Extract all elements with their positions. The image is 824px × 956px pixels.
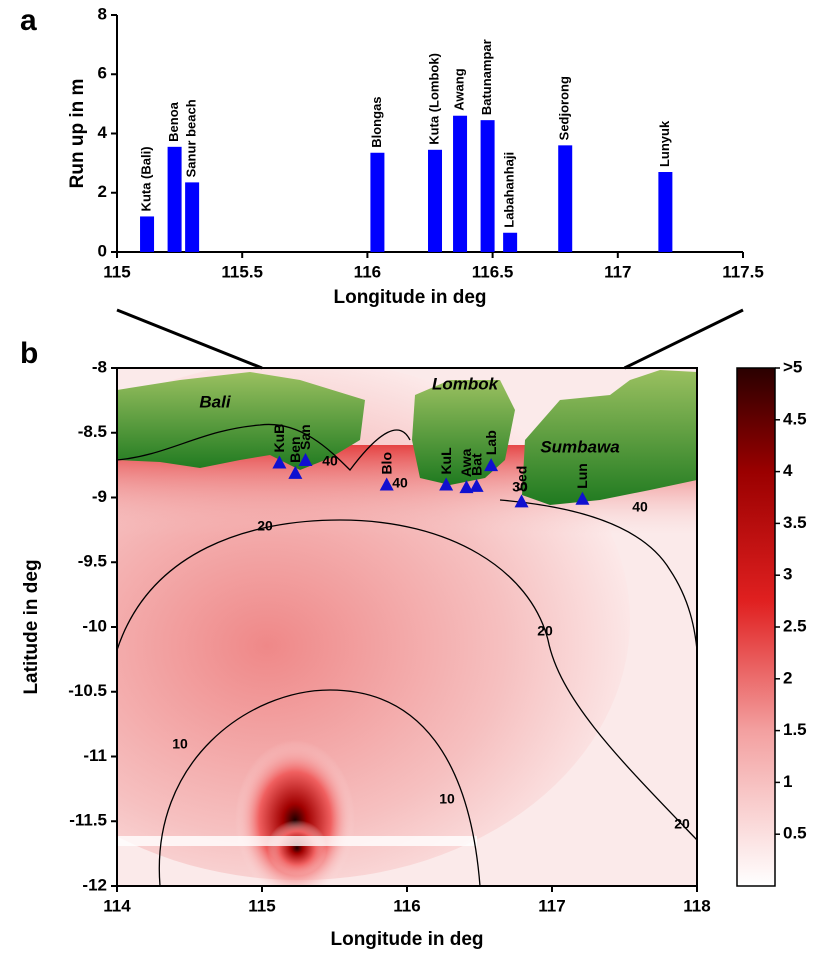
bar bbox=[558, 145, 572, 252]
y-tick-label: -10 bbox=[82, 616, 107, 635]
contour-label: 40 bbox=[392, 475, 408, 491]
colorbar-tick-label: 2 bbox=[783, 668, 792, 687]
contour-label: 40 bbox=[322, 453, 338, 469]
y-tick-label: 2 bbox=[98, 182, 107, 201]
bar bbox=[370, 153, 384, 252]
bar bbox=[481, 120, 495, 252]
colorbar-tick-label: 2.5 bbox=[783, 616, 807, 635]
bar bbox=[503, 233, 517, 252]
bar bbox=[453, 116, 467, 252]
station-label: Ben bbox=[287, 436, 303, 462]
contour-label: 20 bbox=[674, 816, 690, 832]
station-label: Blo bbox=[378, 452, 394, 475]
x-tick-label: 116.5 bbox=[472, 262, 514, 281]
bar-label: Benoa bbox=[166, 101, 181, 142]
y-axis-label: Latitude in deg bbox=[21, 559, 42, 694]
panel-label: b bbox=[20, 337, 38, 370]
colorbar-tick-label: 4.5 bbox=[783, 409, 807, 428]
colorbar-tick-label: >5 bbox=[783, 357, 802, 376]
bar-label: Lunyuk bbox=[657, 120, 672, 167]
x-tick-label: 118 bbox=[683, 896, 710, 915]
x-tick-label: 116 bbox=[393, 896, 420, 915]
x-tick-label: 115.5 bbox=[221, 262, 263, 281]
y-tick-label: -9.5 bbox=[78, 552, 107, 571]
contour-label: 20 bbox=[537, 623, 553, 639]
x-tick-label: 116 bbox=[354, 262, 381, 281]
y-tick-label: -12 bbox=[82, 875, 107, 894]
x-tick-label: 117 bbox=[604, 262, 631, 281]
contour-label: 10 bbox=[439, 791, 455, 807]
colorbar-tick-label: 1 bbox=[783, 772, 792, 791]
contour-label: 20 bbox=[257, 518, 273, 534]
y-tick-label: -8.5 bbox=[78, 422, 107, 441]
bar-label: Labahanhaji bbox=[502, 152, 517, 228]
colorbar-tick-label: 1.5 bbox=[783, 720, 807, 739]
y-tick-label: -11 bbox=[83, 746, 107, 765]
bar bbox=[168, 147, 182, 252]
x-tick-label: 115 bbox=[248, 896, 275, 915]
y-tick-label: 8 bbox=[98, 4, 107, 23]
station-label: Sed bbox=[513, 466, 529, 492]
colorbar-tick-label: 3 bbox=[783, 565, 792, 584]
bar-label: Kuta (Lombok) bbox=[426, 53, 441, 145]
bar-label: Batunampar bbox=[479, 39, 494, 115]
station-label: Lun bbox=[574, 463, 590, 489]
x-tick-label: 117.5 bbox=[722, 262, 764, 281]
x-axis-label: Longitude in deg bbox=[333, 287, 486, 308]
colorbar-tick-label: 3.5 bbox=[783, 513, 807, 532]
bar bbox=[658, 172, 672, 252]
y-tick-label: -9 bbox=[92, 487, 107, 506]
y-axis-label: Run up in m bbox=[67, 79, 88, 189]
y-tick-label: 4 bbox=[98, 123, 108, 142]
bar bbox=[140, 216, 154, 252]
bar-label: Blongas bbox=[369, 96, 384, 147]
figure: a 0 2 4 6 8 115 115.5 116 116.5 117 117.5 Longitude … bbox=[0, 0, 824, 956]
x-tick-label: 117 bbox=[538, 896, 565, 915]
contour-label: 40 bbox=[632, 499, 648, 515]
colorbar-tick-label: 0.5 bbox=[783, 824, 807, 843]
station-label: Bat bbox=[468, 453, 484, 476]
zoom-connector bbox=[625, 310, 744, 368]
colorbar bbox=[737, 368, 775, 886]
bar bbox=[428, 150, 442, 252]
colorbar-tick-label: 4 bbox=[783, 461, 793, 480]
station-label: KuB bbox=[271, 424, 287, 453]
island-label: Sumbawa bbox=[540, 437, 619, 456]
x-tick-label: 115 bbox=[103, 262, 130, 281]
y-tick-label: 6 bbox=[98, 64, 107, 83]
bar-label: Sedjorong bbox=[557, 76, 572, 140]
station-label: Lab bbox=[483, 430, 499, 455]
y-tick-label: -8 bbox=[92, 357, 107, 376]
bar-label: Sanur beach bbox=[184, 99, 199, 177]
station-label: KuL bbox=[438, 447, 454, 475]
y-tick-label: 0 bbox=[98, 241, 107, 260]
bar-label: Kuta (Bali) bbox=[138, 146, 153, 211]
bar-label: Awang bbox=[451, 68, 466, 110]
y-tick-label: -10.5 bbox=[68, 681, 107, 700]
panel-label: a bbox=[20, 4, 37, 37]
contour-label: 10 bbox=[172, 736, 188, 752]
y-tick-label: -11.5 bbox=[69, 811, 107, 830]
island-label: Lombok bbox=[432, 374, 500, 393]
x-tick-label: 114 bbox=[103, 896, 131, 915]
x-axis-label: Longitude in deg bbox=[330, 929, 483, 950]
zoom-connector bbox=[117, 310, 262, 368]
bar bbox=[185, 182, 199, 252]
island-label: Bali bbox=[199, 392, 231, 411]
